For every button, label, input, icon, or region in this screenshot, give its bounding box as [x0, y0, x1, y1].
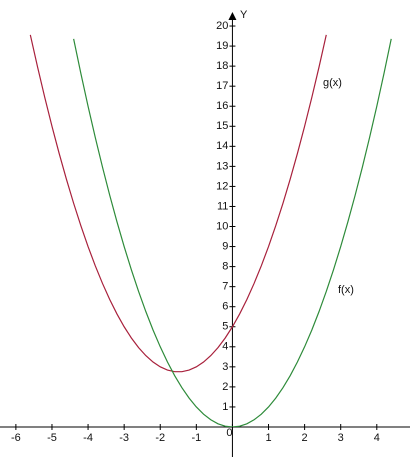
x-tick-label: -1 — [191, 432, 201, 444]
curve — [29, 34, 327, 373]
x-tick-label: -4 — [83, 432, 93, 444]
x-tick-label: 1 — [265, 432, 271, 444]
curve-label: g(x) — [323, 77, 342, 89]
y-tick-label: 12 — [216, 180, 228, 192]
y-tick-label: 1 — [222, 401, 228, 413]
x-tick-label: -5 — [47, 432, 57, 444]
curve — [73, 38, 392, 427]
y-axis-arrow — [228, 12, 237, 20]
y-tick-label: 15 — [216, 120, 228, 132]
x-tick-label: 2 — [302, 432, 308, 444]
x-tick-label: 0 — [226, 427, 232, 439]
y-tick-label: 2 — [222, 381, 228, 393]
y-tick-label: 6 — [222, 301, 228, 313]
y-tick-label: 14 — [216, 140, 228, 152]
y-tick-label: 16 — [216, 100, 228, 112]
y-tick-label: 18 — [216, 60, 228, 72]
x-tick-label: 3 — [338, 432, 344, 444]
y-tick-label: 11 — [217, 200, 228, 212]
y-tick-label: 10 — [216, 220, 228, 232]
x-tick-label: 4 — [374, 432, 380, 444]
y-tick-label: 17 — [216, 80, 228, 92]
x-tick-label: -6 — [11, 432, 21, 444]
curve-label: f(x) — [338, 284, 354, 296]
y-tick-label: 8 — [222, 261, 228, 273]
y-tick-label: 19 — [216, 40, 228, 52]
x-tick-label: -3 — [119, 432, 129, 444]
y-tick-label: 9 — [222, 240, 228, 252]
y-axis-label: Y — [240, 9, 248, 21]
y-tick-label: 20 — [216, 20, 228, 32]
y-tick-label: 13 — [216, 160, 228, 172]
y-tick-label: 3 — [222, 361, 228, 373]
y-tick-label: 5 — [222, 321, 228, 333]
y-tick-label: 7 — [222, 281, 228, 293]
x-tick-label: -2 — [155, 432, 165, 444]
y-tick-label: 4 — [222, 341, 228, 353]
